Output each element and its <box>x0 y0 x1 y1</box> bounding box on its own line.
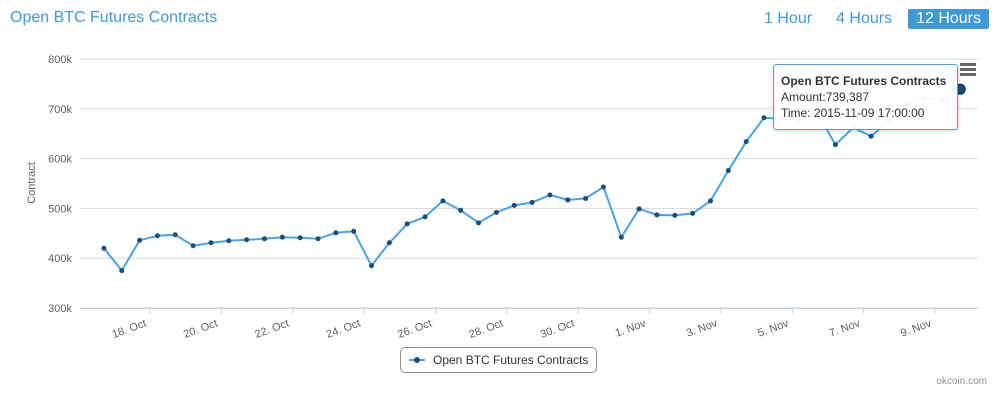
x-tick-label: 30. Oct <box>539 318 576 341</box>
x-tick-label: 24. Oct <box>325 318 362 341</box>
data-point <box>208 240 214 246</box>
data-point <box>226 238 232 244</box>
range-selector: 1 Hour 4 Hours 12 Hours <box>748 9 989 29</box>
x-tick-label: 7. Nov <box>828 317 862 339</box>
y-tick-label: 500k <box>48 203 72 215</box>
x-tick-label: 20. Oct <box>182 318 219 341</box>
data-point <box>369 263 375 269</box>
x-tick-label: 22. Oct <box>253 318 290 341</box>
data-point <box>261 236 267 242</box>
data-point <box>654 212 660 218</box>
data-point <box>565 197 571 203</box>
y-axis: 300k 400k 500k 600k 700k 800k <box>48 54 72 315</box>
data-point <box>422 214 428 220</box>
data-point <box>761 115 767 121</box>
data-point <box>690 210 696 216</box>
data-point <box>137 237 143 243</box>
data-point <box>832 142 838 148</box>
data-point <box>618 234 624 240</box>
range-12-hours-button[interactable]: 12 Hours <box>908 9 989 29</box>
data-point <box>672 212 678 218</box>
data-point <box>440 198 446 204</box>
legend-label: Open BTC Futures Contracts <box>433 353 589 367</box>
tooltip-time: Time: 2015-11-09 17:00:00 <box>781 106 925 120</box>
tooltip-title: Open BTC Futures Contracts <box>781 74 947 88</box>
y-tick-label: 400k <box>48 253 72 265</box>
data-point <box>493 209 499 215</box>
data-point <box>279 234 285 240</box>
legend-line-icon <box>409 355 425 365</box>
x-tick-label: 18. Oct <box>111 318 148 341</box>
credit-link[interactable]: okcoin.com <box>936 376 987 387</box>
tooltip-amount: Amount:739,387 <box>781 90 870 104</box>
data-point <box>583 195 589 201</box>
x-axis: 18. Oct 20. Oct 22. Oct 24. Oct 26. Oct 28. O… <box>80 308 978 341</box>
data-point <box>315 236 321 242</box>
range-4-hours-button[interactable]: 4 Hours <box>836 10 893 27</box>
chart-tooltip: Open BTC Futures Contracts Amount:739,38… <box>773 64 958 130</box>
data-point <box>351 228 357 234</box>
legend[interactable]: Open BTC Futures Contracts <box>400 347 597 373</box>
data-point <box>172 232 178 238</box>
x-tick-label: 9. Nov <box>899 317 933 339</box>
data-point <box>511 202 517 208</box>
data-point <box>101 245 107 251</box>
y-axis-label: Contract <box>26 162 38 204</box>
data-point <box>119 268 125 274</box>
data-point <box>868 133 874 139</box>
x-tick-label: 3. Nov <box>685 317 719 339</box>
x-tick-label: 26. Oct <box>396 318 433 341</box>
data-point <box>547 192 553 198</box>
data-point <box>386 240 392 246</box>
data-point <box>636 206 642 212</box>
y-tick-label: 800k <box>48 54 72 66</box>
data-point <box>529 199 535 205</box>
data-point <box>404 221 410 227</box>
y-tick-label: 700k <box>48 104 72 116</box>
chart-menu-icon[interactable] <box>960 63 976 77</box>
data-point <box>297 235 303 241</box>
data-point <box>244 237 250 243</box>
data-point <box>476 220 482 226</box>
range-1-hour-button[interactable]: 1 Hour <box>764 10 813 27</box>
x-tick-label: 5. Nov <box>756 317 790 339</box>
data-point <box>190 243 196 249</box>
chart-title: Open BTC Futures Contracts <box>10 9 218 26</box>
y-tick-label: 300k <box>48 303 72 315</box>
x-tick-label: 28. Oct <box>467 318 504 341</box>
y-tick-label: 600k <box>48 154 72 166</box>
data-point <box>154 233 160 239</box>
x-tick-label: 1. Nov <box>614 317 648 339</box>
data-point <box>458 207 464 213</box>
data-point <box>600 184 606 190</box>
data-point <box>743 139 749 145</box>
data-point <box>333 230 339 236</box>
data-point <box>708 198 714 204</box>
data-point <box>725 168 731 174</box>
